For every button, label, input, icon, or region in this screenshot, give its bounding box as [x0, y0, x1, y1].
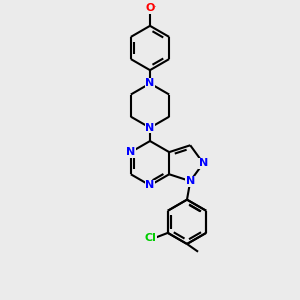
- Text: N: N: [146, 78, 154, 88]
- Text: N: N: [199, 158, 208, 168]
- Text: Cl: Cl: [145, 233, 157, 243]
- Text: N: N: [146, 180, 154, 190]
- Text: N: N: [146, 78, 154, 88]
- Text: N: N: [186, 176, 195, 186]
- Text: O: O: [145, 3, 155, 13]
- Text: N: N: [126, 147, 135, 157]
- Text: N: N: [146, 123, 154, 133]
